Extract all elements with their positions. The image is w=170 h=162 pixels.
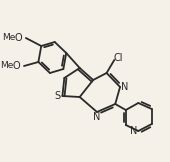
- Text: N: N: [121, 82, 129, 92]
- Text: O: O: [12, 61, 20, 71]
- Text: N: N: [130, 126, 137, 136]
- Text: Cl: Cl: [113, 53, 123, 63]
- Text: O: O: [14, 33, 22, 43]
- Text: Me: Me: [2, 34, 15, 42]
- Text: Me: Me: [0, 62, 13, 70]
- Text: N: N: [93, 112, 101, 122]
- Text: S: S: [55, 91, 61, 101]
